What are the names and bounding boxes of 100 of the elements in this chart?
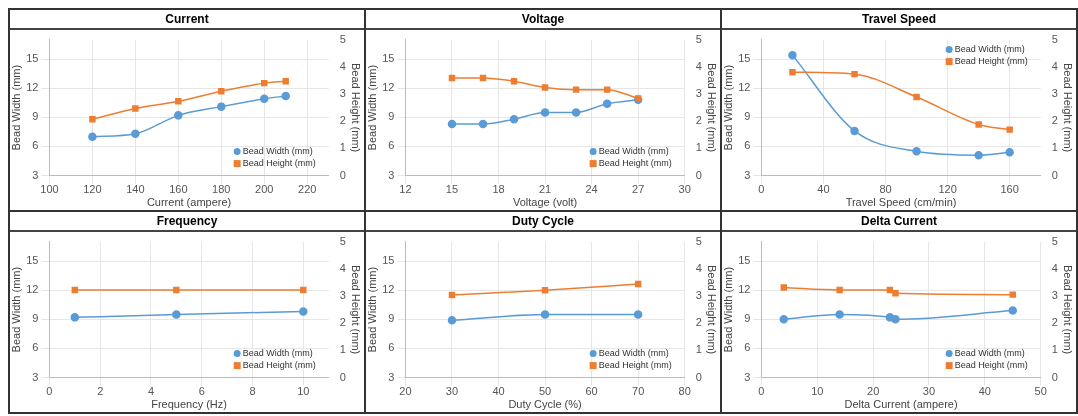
y-tick-label: 9 bbox=[32, 312, 39, 325]
y-tick-label: 15 bbox=[26, 52, 39, 65]
y2-tick-label: 4 bbox=[695, 261, 702, 274]
x-tick-label: 24 bbox=[585, 183, 598, 196]
y2-tick-label: 0 bbox=[1051, 370, 1058, 383]
x-tick-label: 20 bbox=[867, 385, 880, 398]
legend-label: Bead Height (mm) bbox=[954, 56, 1028, 67]
x-tick-label: 30 bbox=[678, 183, 691, 196]
y-tick-label: 12 bbox=[738, 283, 751, 296]
y-axis-title: Bead Width (mm) bbox=[721, 266, 734, 353]
y-tick-label: 15 bbox=[738, 52, 751, 65]
chart-title: Voltage bbox=[366, 10, 720, 30]
y-tick-label: 3 bbox=[388, 370, 395, 383]
x-tick-label: 20 bbox=[399, 385, 412, 398]
y-tick-label: 3 bbox=[32, 370, 39, 383]
x-tick-label: 220 bbox=[298, 183, 317, 196]
y2-tick-label: 4 bbox=[1051, 261, 1058, 274]
y-tick-label: 6 bbox=[388, 341, 395, 354]
y-tick-label: 6 bbox=[744, 341, 751, 354]
x-axis-title: Voltage (volt) bbox=[512, 196, 578, 209]
legend-label: Bead Height (mm) bbox=[598, 360, 672, 371]
y2-tick-label: 1 bbox=[695, 343, 702, 356]
x-tick-label: 0 bbox=[758, 183, 765, 196]
y2-tick-label: 3 bbox=[339, 289, 346, 302]
y2-tick-label: 2 bbox=[695, 114, 702, 127]
y2-tick-label: 5 bbox=[339, 32, 346, 45]
y-tick-label: 15 bbox=[26, 254, 39, 267]
y2-tick-label: 4 bbox=[1051, 59, 1058, 72]
y-tick-label: 9 bbox=[744, 312, 751, 325]
y-tick-label: 12 bbox=[26, 81, 39, 94]
y-axis-title: Bead Width (mm) bbox=[9, 266, 22, 353]
y2-tick-label: 2 bbox=[339, 316, 346, 329]
y2-tick-label: 5 bbox=[339, 234, 346, 247]
y-tick-label: 15 bbox=[382, 254, 395, 267]
y2-tick-label: 1 bbox=[1051, 343, 1058, 356]
y-tick-label: 3 bbox=[744, 168, 751, 181]
y2-tick-label: 1 bbox=[339, 141, 346, 154]
x-tick-label: 0 bbox=[46, 385, 53, 398]
y2-axis-title: Bead Height (mm) bbox=[350, 264, 363, 355]
legend-label: Bead Width (mm) bbox=[242, 348, 313, 359]
chart-title: Frequency bbox=[10, 212, 364, 232]
x-tick-label: 70 bbox=[632, 385, 645, 398]
legend-label: Bead Width (mm) bbox=[954, 348, 1025, 359]
y2-axis-title: Bead Height (mm) bbox=[1062, 264, 1075, 355]
y2-tick-label: 5 bbox=[695, 234, 702, 247]
x-tick-label: 18 bbox=[492, 183, 505, 196]
x-tick-label: 120 bbox=[83, 183, 102, 196]
x-tick-label: 80 bbox=[678, 385, 691, 398]
x-tick-label: 50 bbox=[1034, 385, 1047, 398]
x-tick-label: 160 bbox=[169, 183, 188, 196]
y-axis-title: Bead Width (mm) bbox=[721, 64, 734, 151]
y-tick-label: 15 bbox=[382, 52, 395, 65]
x-tick-label: 40 bbox=[817, 183, 830, 196]
chart-title: Duty Cycle bbox=[366, 212, 720, 232]
y2-tick-label: 1 bbox=[695, 141, 702, 154]
x-tick-label: 40 bbox=[978, 385, 991, 398]
x-tick-label: 27 bbox=[632, 183, 645, 196]
legend-label: Bead Width (mm) bbox=[598, 146, 669, 157]
y-tick-label: 6 bbox=[744, 139, 751, 152]
y-tick-label: 3 bbox=[388, 168, 395, 181]
x-tick-label: 6 bbox=[198, 385, 205, 398]
x-tick-label: 60 bbox=[585, 385, 598, 398]
x-axis-title: Duty Cycle (%) bbox=[508, 398, 582, 411]
x-tick-label: 30 bbox=[445, 385, 459, 398]
x-tick-label: 10 bbox=[811, 385, 824, 398]
y2-tick-label: 3 bbox=[1051, 289, 1058, 302]
y2-tick-label: 2 bbox=[339, 114, 346, 127]
y2-axis-title: Bead Height (mm) bbox=[350, 62, 363, 153]
y-axis-title: Bead Width (mm) bbox=[365, 266, 378, 353]
y2-tick-label: 3 bbox=[695, 87, 702, 100]
y2-axis-title: Bead Height (mm) bbox=[706, 264, 719, 355]
x-tick-label: 120 bbox=[938, 183, 957, 196]
y2-tick-label: 4 bbox=[339, 261, 346, 274]
x-tick-label: 10 bbox=[297, 385, 310, 398]
y-tick-label: 6 bbox=[32, 341, 39, 354]
x-tick-label: 12 bbox=[399, 183, 412, 196]
y2-tick-label: 3 bbox=[1051, 87, 1058, 100]
y-tick-label: 9 bbox=[388, 312, 395, 325]
y2-tick-label: 2 bbox=[1051, 114, 1058, 127]
y2-tick-label: 2 bbox=[695, 316, 702, 329]
legend-label: Bead Height (mm) bbox=[598, 158, 672, 169]
legend-label: Bead Width (mm) bbox=[954, 44, 1025, 55]
x-tick-label: 200 bbox=[255, 183, 274, 196]
y-tick-label: 12 bbox=[382, 81, 395, 94]
y2-tick-label: 0 bbox=[1051, 168, 1058, 181]
y2-tick-label: 0 bbox=[339, 370, 346, 383]
x-tick-label: 4 bbox=[147, 385, 155, 398]
legend-label: Bead Height (mm) bbox=[242, 360, 316, 371]
y-tick-label: 6 bbox=[32, 139, 39, 152]
legend-label: Bead Width (mm) bbox=[242, 146, 313, 157]
y-tick-label: 9 bbox=[744, 110, 751, 123]
y-axis-title: Bead Width (mm) bbox=[9, 64, 22, 151]
x-tick-label: 2 bbox=[97, 385, 104, 398]
y2-tick-label: 3 bbox=[695, 289, 702, 302]
y-tick-label: 9 bbox=[32, 110, 39, 123]
x-axis-title: Delta Current (ampere) bbox=[844, 398, 958, 411]
x-tick-label: 80 bbox=[879, 183, 892, 196]
y-tick-label: 12 bbox=[382, 283, 395, 296]
y2-tick-label: 2 bbox=[1051, 316, 1058, 329]
y2-tick-label: 3 bbox=[339, 87, 346, 100]
